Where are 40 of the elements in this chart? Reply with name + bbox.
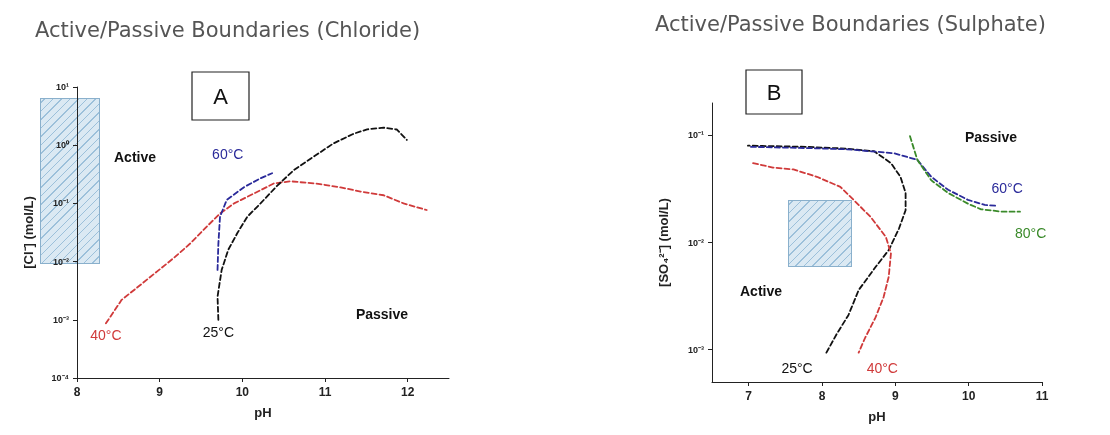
line-series bbox=[105, 180, 428, 325]
x-tick-label: 11 bbox=[1035, 389, 1049, 403]
x-axis-title: pH bbox=[254, 405, 272, 420]
annotation: Passive bbox=[355, 306, 409, 322]
chart-title: Active/Passive Boundaries (Chloride) bbox=[35, 17, 421, 42]
y-tick-label: 10⁻¹ bbox=[52, 198, 69, 209]
series-label: 60°C bbox=[991, 179, 1023, 196]
x-tick-label: 9 bbox=[891, 389, 899, 403]
x-tick-label: 10 bbox=[235, 385, 250, 399]
y-tick-label: 10⁰ bbox=[55, 140, 70, 151]
series-label: 80°C bbox=[1015, 224, 1047, 241]
chart-title: Active/Passive Boundaries (Sulphate) bbox=[655, 11, 1046, 36]
x-tick-label: 7 bbox=[745, 389, 753, 403]
line-series bbox=[216, 172, 273, 271]
chart-subtitle: A bbox=[213, 83, 229, 109]
x-tick-label: 10 bbox=[961, 389, 976, 403]
y-tick-label: 10¹ bbox=[55, 82, 69, 92]
y-tick-label: 10⁻¹ bbox=[687, 130, 704, 141]
y-tick-label: 10⁻³ bbox=[687, 344, 704, 355]
x-tick-label: 9 bbox=[156, 385, 164, 399]
y-tick-label: 10⁻⁴ bbox=[51, 373, 69, 383]
x-tick-label: 8 bbox=[73, 385, 81, 399]
x-tick-label: 8 bbox=[818, 389, 826, 403]
x-tick-label: 11 bbox=[318, 385, 332, 399]
y-tick-label: 10⁻² bbox=[687, 237, 704, 248]
annotation: Passive bbox=[964, 129, 1018, 145]
series-label: 25°C bbox=[202, 323, 234, 340]
y-tick-label: 10⁻³ bbox=[52, 314, 69, 325]
series-label: 60°C bbox=[212, 146, 244, 163]
series-label: 25°C bbox=[781, 359, 813, 376]
series-label: 40°C bbox=[90, 327, 122, 344]
x-tick-label: 12 bbox=[400, 385, 415, 399]
x-axis-title: pH bbox=[868, 409, 886, 424]
y-axis-title: [Cl⁻] (mol/L) bbox=[21, 196, 36, 269]
annotation: Active bbox=[113, 149, 157, 165]
y-tick-label: 10⁻² bbox=[52, 256, 69, 267]
annotation: Active bbox=[739, 283, 783, 299]
series-label: 40°C bbox=[866, 359, 898, 376]
chart-subtitle: B bbox=[766, 79, 782, 105]
y-axis-title: [SO₄²⁻] (mol/L) bbox=[656, 198, 671, 287]
